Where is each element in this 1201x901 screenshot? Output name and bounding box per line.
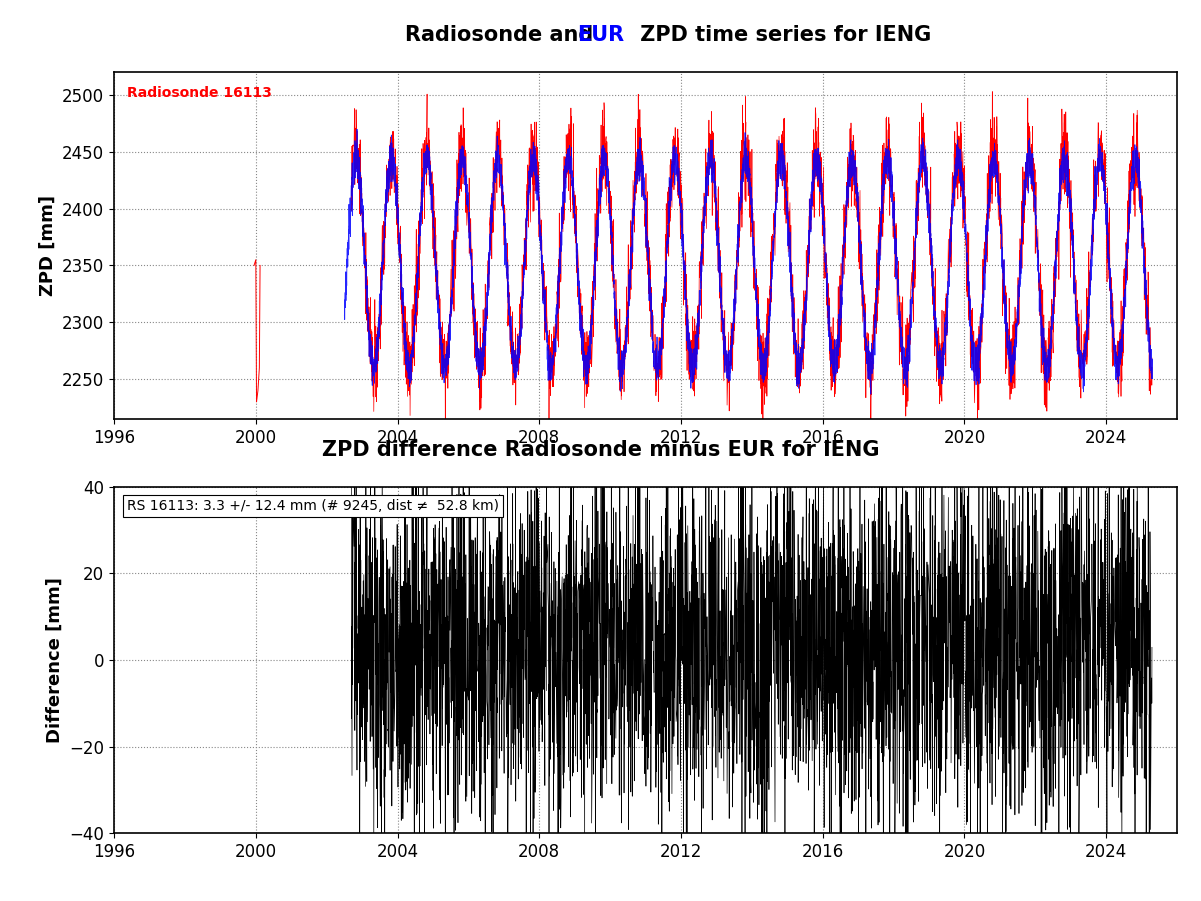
Y-axis label: Difference [mm]: Difference [mm]	[46, 577, 64, 743]
Text: ZPD difference Radiosonde minus EUR for IENG: ZPD difference Radiosonde minus EUR for …	[322, 440, 879, 460]
Text: RS 16113: 3.3 +/- 12.4 mm (# 9245, dist ≠  52.8 km): RS 16113: 3.3 +/- 12.4 mm (# 9245, dist …	[127, 498, 498, 513]
Text: Radiosonde 16113: Radiosonde 16113	[127, 86, 271, 100]
Text: ZPD time series for IENG: ZPD time series for IENG	[633, 25, 931, 45]
Text: EUR: EUR	[576, 25, 625, 45]
Text: Radiosonde and: Radiosonde and	[405, 25, 600, 45]
Y-axis label: ZPD [mm]: ZPD [mm]	[38, 195, 56, 296]
